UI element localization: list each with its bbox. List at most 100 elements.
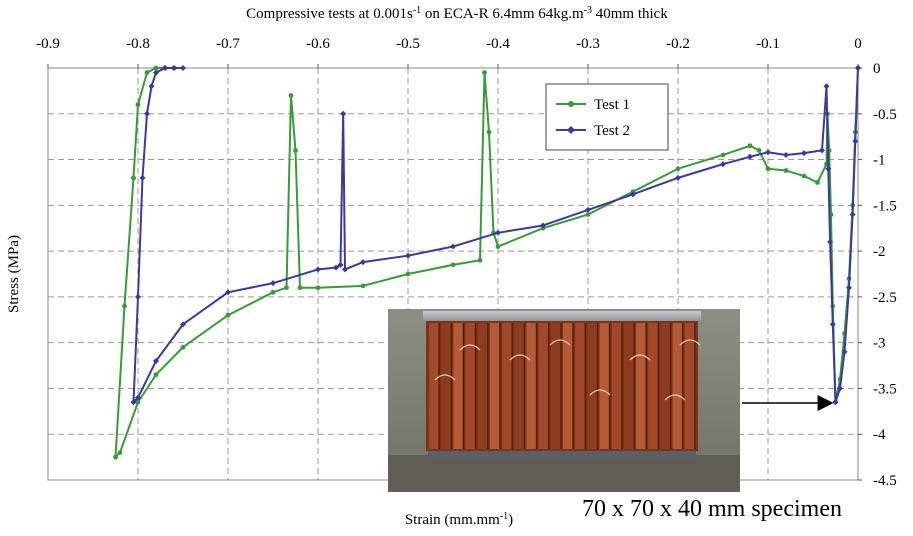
data-point: [675, 166, 681, 172]
data-point: [801, 150, 807, 157]
x-tick-label: -0.7: [216, 36, 240, 52]
foam-cell: [502, 323, 512, 449]
foam-cell: [575, 323, 585, 449]
data-point: [747, 153, 753, 160]
data-point: [180, 344, 186, 350]
data-point: [315, 285, 321, 291]
data-point: [360, 283, 366, 289]
x-tick-label: -0.5: [396, 36, 420, 52]
foam-cell: [514, 323, 524, 449]
data-point: [829, 321, 836, 328]
foam-cell: [660, 323, 670, 449]
series-line: [114, 67, 859, 459]
x-axis-title-part-b: ): [508, 512, 513, 528]
legend-marker-test-2: [567, 126, 575, 134]
foam-cell: [441, 323, 451, 449]
foam-buckle: [679, 339, 701, 346]
foam-buckle: [589, 389, 611, 396]
data-point: [832, 399, 839, 406]
data-point: [117, 450, 123, 455]
chart-title-sup-a: -1: [413, 5, 421, 16]
data-point: [495, 244, 501, 249]
foam-cell: [550, 323, 560, 449]
x-tick-label: -0.8: [126, 36, 150, 52]
specimen-photo: [388, 309, 740, 492]
y-tick-label: -4.5: [873, 473, 897, 489]
legend-box: [545, 83, 669, 151]
data-point: [315, 266, 321, 273]
legend: Test 1 Test 2: [545, 83, 669, 151]
foam-cell: [538, 323, 548, 449]
foam-block: [426, 321, 701, 451]
data-point: [153, 69, 159, 76]
data-point: [477, 257, 483, 263]
foam-cell: [489, 323, 500, 449]
x-tick-label: 0: [854, 36, 862, 52]
data-point: [135, 399, 141, 405]
data-point: [815, 180, 820, 185]
photo-floor: [388, 455, 740, 492]
data-point: [153, 65, 159, 71]
y-tick-label: 0: [873, 61, 881, 77]
data-point: [180, 65, 186, 71]
data-point: [139, 174, 146, 181]
x-tick-label: -0.1: [756, 36, 780, 52]
y-tick-label: -3: [873, 336, 886, 352]
chart-title-part-a: Compressive tests at 0.001s: [246, 6, 413, 22]
series-line: [132, 67, 859, 404]
data-point: [337, 261, 344, 268]
photo-bottom-plate: [428, 451, 696, 459]
foam-cell: [611, 323, 621, 449]
x-axis-title-part-a: Strain (mm.mm: [405, 512, 500, 528]
data-point: [765, 166, 771, 172]
data-point: [288, 93, 294, 98]
y-tick-label: -0.5: [873, 107, 897, 123]
data-point: [162, 65, 168, 71]
x-axis-title-sup: -1: [500, 511, 508, 522]
data-point: [113, 454, 118, 460]
data-point: [855, 65, 861, 71]
data-point: [130, 399, 137, 406]
data-point: [225, 312, 231, 318]
data-point: [131, 175, 136, 181]
foam-cell: [477, 323, 487, 449]
data-point: [720, 152, 726, 158]
data-point: [171, 65, 177, 71]
y-axis-title: Stress (MPa): [6, 235, 22, 313]
series-2: [130, 65, 861, 406]
data-point: [144, 70, 150, 75]
data-point: [841, 348, 848, 355]
foam-cell: [453, 323, 463, 449]
y-tick-label: -3.5: [873, 381, 897, 397]
data-point: [585, 206, 591, 213]
data-point: [495, 229, 501, 236]
data-point: [849, 211, 856, 218]
data-point: [486, 129, 492, 135]
data-point: [135, 394, 141, 401]
foam-cell: [636, 323, 646, 449]
x-tick-label: -0.9: [36, 36, 60, 52]
data-point: [450, 243, 456, 250]
data-point: [482, 70, 487, 75]
data-point: [405, 252, 411, 259]
chart-title-part-b: on ECA-R 6.4mm 64kg.m: [421, 6, 584, 22]
data-point: [630, 191, 636, 198]
data-point: [180, 321, 186, 328]
data-point: [540, 222, 546, 229]
data-point: [153, 357, 159, 364]
data-point: [675, 174, 681, 181]
data-point: [837, 385, 843, 392]
chart-title-sup-b: -3: [584, 5, 592, 16]
data-point: [783, 151, 789, 158]
x-tick-label: -0.6: [306, 36, 330, 52]
data-point: [747, 143, 753, 149]
data-point: [225, 289, 231, 296]
x-axis: -0.9 -0.8 -0.7 -0.6 -0.5 -0.4 -0.3 -0.2 -0.1 0: [36, 36, 862, 68]
data-point: [819, 147, 825, 154]
data-point: [783, 168, 789, 173]
foam-cell: [526, 323, 536, 449]
legend-label-test-2: Test 2: [594, 123, 630, 139]
y-tick-label: -2.5: [873, 290, 897, 306]
foam-buckle: [629, 354, 651, 361]
